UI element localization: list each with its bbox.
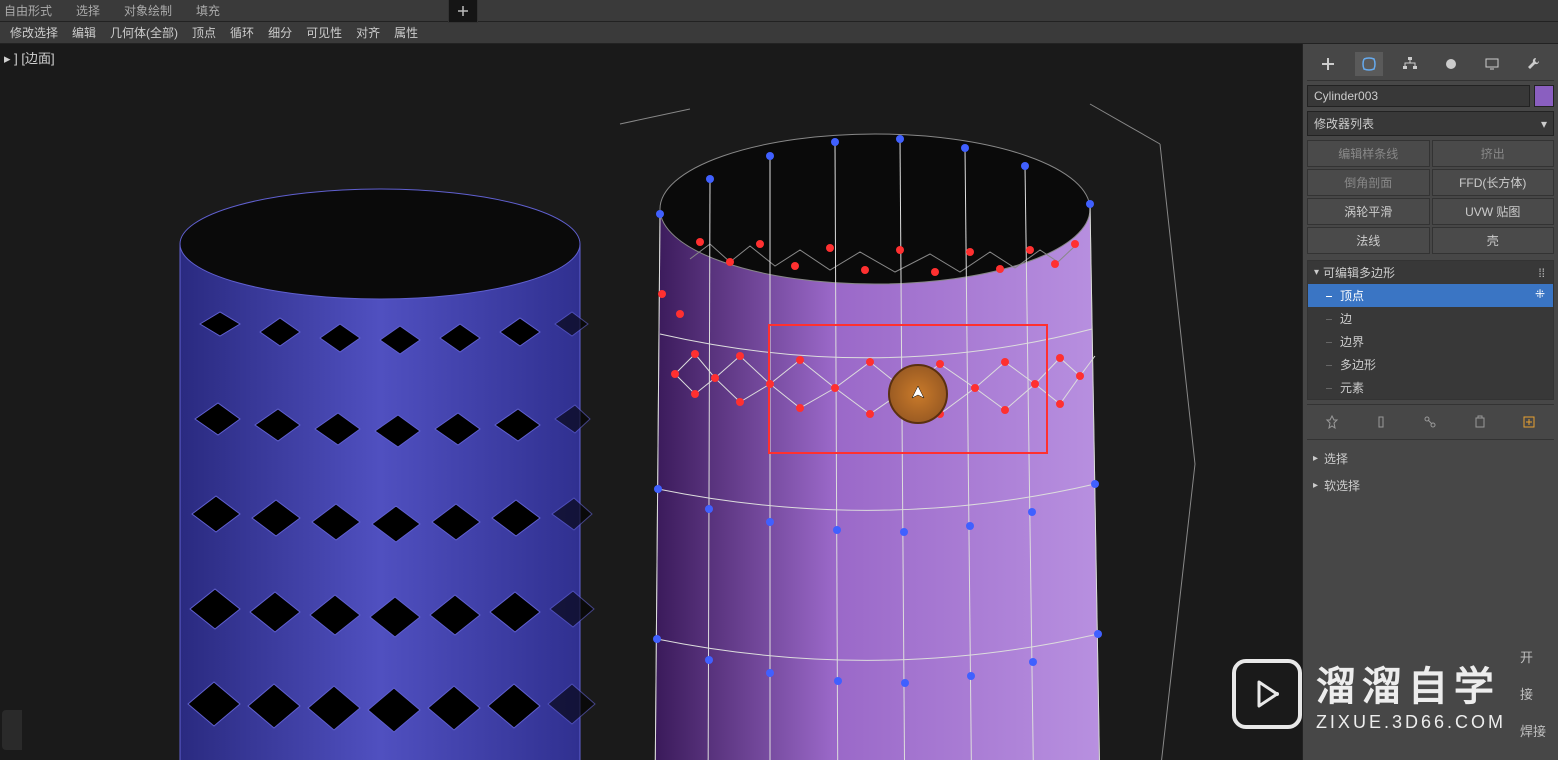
- viewport-bracket: [2, 710, 22, 750]
- sub-level-vertex[interactable]: 顶点 ⁜: [1308, 284, 1553, 307]
- watermark-sub-text: ZIXUE.3D66.COM: [1316, 712, 1506, 733]
- viewport-label: ▸ ] [边面]: [4, 48, 55, 67]
- sub-level-edge[interactable]: 边: [1308, 307, 1553, 330]
- display-icon: [1484, 56, 1500, 72]
- submenu-loop[interactable]: 循环: [224, 22, 260, 43]
- btn-normal[interactable]: 法线: [1307, 227, 1430, 254]
- stack-toolbar: [1307, 404, 1554, 440]
- watermark-main-text: 溜溜自学: [1316, 654, 1506, 712]
- tab-modify[interactable]: [1355, 52, 1383, 76]
- object-name-row: [1307, 85, 1554, 107]
- cylinder-blue: [140, 174, 620, 760]
- modifier-list-label: 修改器列表: [1314, 115, 1374, 132]
- tab-utilities[interactable]: [1519, 52, 1547, 76]
- submenu-properties[interactable]: 属性: [388, 22, 424, 43]
- sub-edge-label: 边: [1340, 312, 1352, 326]
- btn-extrude[interactable]: 挤出: [1432, 140, 1555, 167]
- submenu-visibility[interactable]: 可见性: [300, 22, 348, 43]
- sub-level-element[interactable]: 元素: [1308, 376, 1553, 399]
- side-label-open: 开: [1520, 647, 1546, 666]
- play-icon: [1247, 674, 1287, 714]
- rollout-soft-selection[interactable]: 软选择: [1307, 473, 1554, 498]
- vertex-icon: ⁜: [1535, 287, 1545, 301]
- submenu-subdivide[interactable]: 细分: [262, 22, 298, 43]
- panel-tabs: [1307, 48, 1554, 81]
- sub-polygon-label: 多边形: [1340, 358, 1376, 372]
- pin-stack-icon[interactable]: [1319, 411, 1345, 433]
- object-color-swatch[interactable]: [1534, 85, 1554, 107]
- transform-gizmo[interactable]: [888, 364, 948, 424]
- btn-edit-spline[interactable]: 编辑样条线: [1307, 140, 1430, 167]
- chevron-down-icon: ▾: [1541, 117, 1547, 131]
- sub-level-polygon[interactable]: 多边形: [1308, 353, 1553, 376]
- menu-plus-icon[interactable]: [448, 0, 478, 23]
- rollout-selection[interactable]: 选择: [1307, 446, 1554, 471]
- show-result-icon[interactable]: [1368, 411, 1394, 433]
- menu-fill[interactable]: 填充: [196, 2, 220, 19]
- tab-hierarchy[interactable]: [1396, 52, 1424, 76]
- sub-border-label: 边界: [1340, 335, 1364, 349]
- watermark-logo: [1232, 659, 1302, 729]
- btn-uvw[interactable]: UVW 贴图: [1432, 198, 1555, 225]
- modify-icon: [1361, 56, 1377, 72]
- watermark-text: 溜溜自学 ZIXUE.3D66.COM: [1316, 654, 1506, 733]
- sub-menu-bar: 修改选择 编辑 几何体(全部) 顶点 循环 细分 可见性 对齐 属性: [0, 22, 1558, 44]
- stack-options-icon[interactable]: ⁞⁞: [1538, 266, 1545, 280]
- viewport[interactable]: ▸ ] [边面]: [0, 44, 1302, 760]
- remove-modifier-icon[interactable]: [1467, 411, 1493, 433]
- watermark: 溜溜自学 ZIXUE.3D66.COM 开 接 焊接: [1232, 647, 1546, 740]
- hierarchy-icon: [1402, 56, 1418, 72]
- rollout-soft-label: 软选择: [1324, 477, 1360, 494]
- rollout-selection-label: 选择: [1324, 450, 1348, 467]
- watermark-side-labels: 开 接 焊接: [1520, 647, 1546, 740]
- tab-display[interactable]: [1478, 52, 1506, 76]
- modifier-root[interactable]: 可编辑多边形 ⁞⁞: [1308, 261, 1553, 284]
- tab-motion[interactable]: [1437, 52, 1465, 76]
- modifier-root-label: 可编辑多边形: [1323, 264, 1395, 281]
- top-menu-bar: 自由形式 选择 对象绘制 填充: [0, 0, 1558, 22]
- motion-icon: [1443, 56, 1459, 72]
- gizmo-arrow-icon: [908, 384, 928, 404]
- submenu-edit[interactable]: 编辑: [66, 22, 102, 43]
- tab-create[interactable]: [1314, 52, 1342, 76]
- side-label-connect: 接: [1520, 684, 1546, 703]
- btn-shell[interactable]: 壳: [1432, 227, 1555, 254]
- submenu-modify-select[interactable]: 修改选择: [4, 22, 64, 43]
- menu-object-paint[interactable]: 对象绘制: [124, 2, 172, 19]
- submenu-geometry-all[interactable]: 几何体(全部): [104, 22, 184, 43]
- side-label-weld: 焊接: [1520, 721, 1546, 740]
- object-name-input[interactable]: [1307, 85, 1530, 107]
- btn-bevel-profile[interactable]: 倒角剖面: [1307, 169, 1430, 196]
- menu-freeform[interactable]: 自由形式: [4, 2, 52, 19]
- menu-select[interactable]: 选择: [76, 2, 100, 19]
- btn-turbosmooth[interactable]: 涡轮平滑: [1307, 198, 1430, 225]
- submenu-vertex[interactable]: 顶点: [186, 22, 222, 43]
- submenu-align[interactable]: 对齐: [350, 22, 386, 43]
- modifier-stack: 可编辑多边形 ⁞⁞ 顶点 ⁜ 边 边界 多边形 元素: [1307, 260, 1554, 400]
- sub-element-label: 元素: [1340, 381, 1364, 395]
- wrench-icon: [1525, 56, 1541, 72]
- configure-sets-icon[interactable]: [1516, 411, 1542, 433]
- sub-vertex-label: 顶点: [1340, 289, 1364, 303]
- plus-icon: [1320, 56, 1336, 72]
- make-unique-icon[interactable]: [1417, 411, 1443, 433]
- modifier-list-dropdown[interactable]: 修改器列表 ▾: [1307, 111, 1554, 136]
- btn-ffd[interactable]: FFD(长方体): [1432, 169, 1555, 196]
- sub-level-border[interactable]: 边界: [1308, 330, 1553, 353]
